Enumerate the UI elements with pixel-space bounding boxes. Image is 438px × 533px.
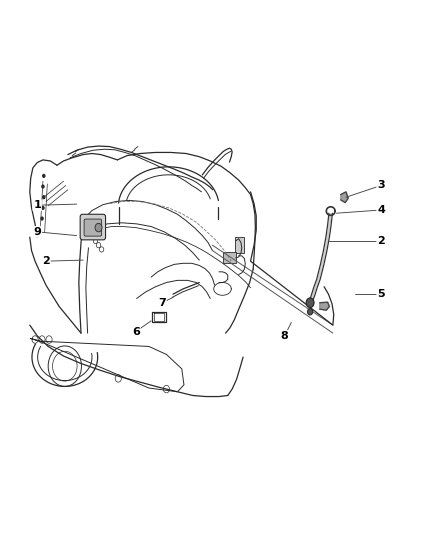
- Text: 5: 5: [377, 289, 385, 299]
- Text: 1: 1: [33, 200, 41, 210]
- Polygon shape: [341, 192, 348, 203]
- Circle shape: [42, 174, 46, 178]
- Circle shape: [307, 309, 313, 315]
- Text: 2: 2: [42, 256, 50, 266]
- FancyBboxPatch shape: [235, 237, 244, 253]
- FancyBboxPatch shape: [84, 219, 102, 236]
- Circle shape: [41, 184, 45, 189]
- Circle shape: [40, 216, 44, 221]
- Text: 9: 9: [33, 227, 41, 237]
- Text: 3: 3: [377, 181, 385, 190]
- FancyBboxPatch shape: [223, 252, 236, 263]
- Polygon shape: [320, 302, 329, 310]
- Circle shape: [42, 195, 46, 199]
- FancyBboxPatch shape: [80, 214, 106, 240]
- Polygon shape: [310, 213, 331, 303]
- Text: 8: 8: [281, 331, 289, 341]
- Text: 7: 7: [158, 298, 166, 308]
- Circle shape: [41, 206, 45, 210]
- Circle shape: [306, 298, 314, 308]
- Circle shape: [95, 223, 102, 232]
- Text: 2: 2: [377, 237, 385, 246]
- Text: 6: 6: [132, 327, 140, 336]
- Text: 4: 4: [377, 205, 385, 215]
